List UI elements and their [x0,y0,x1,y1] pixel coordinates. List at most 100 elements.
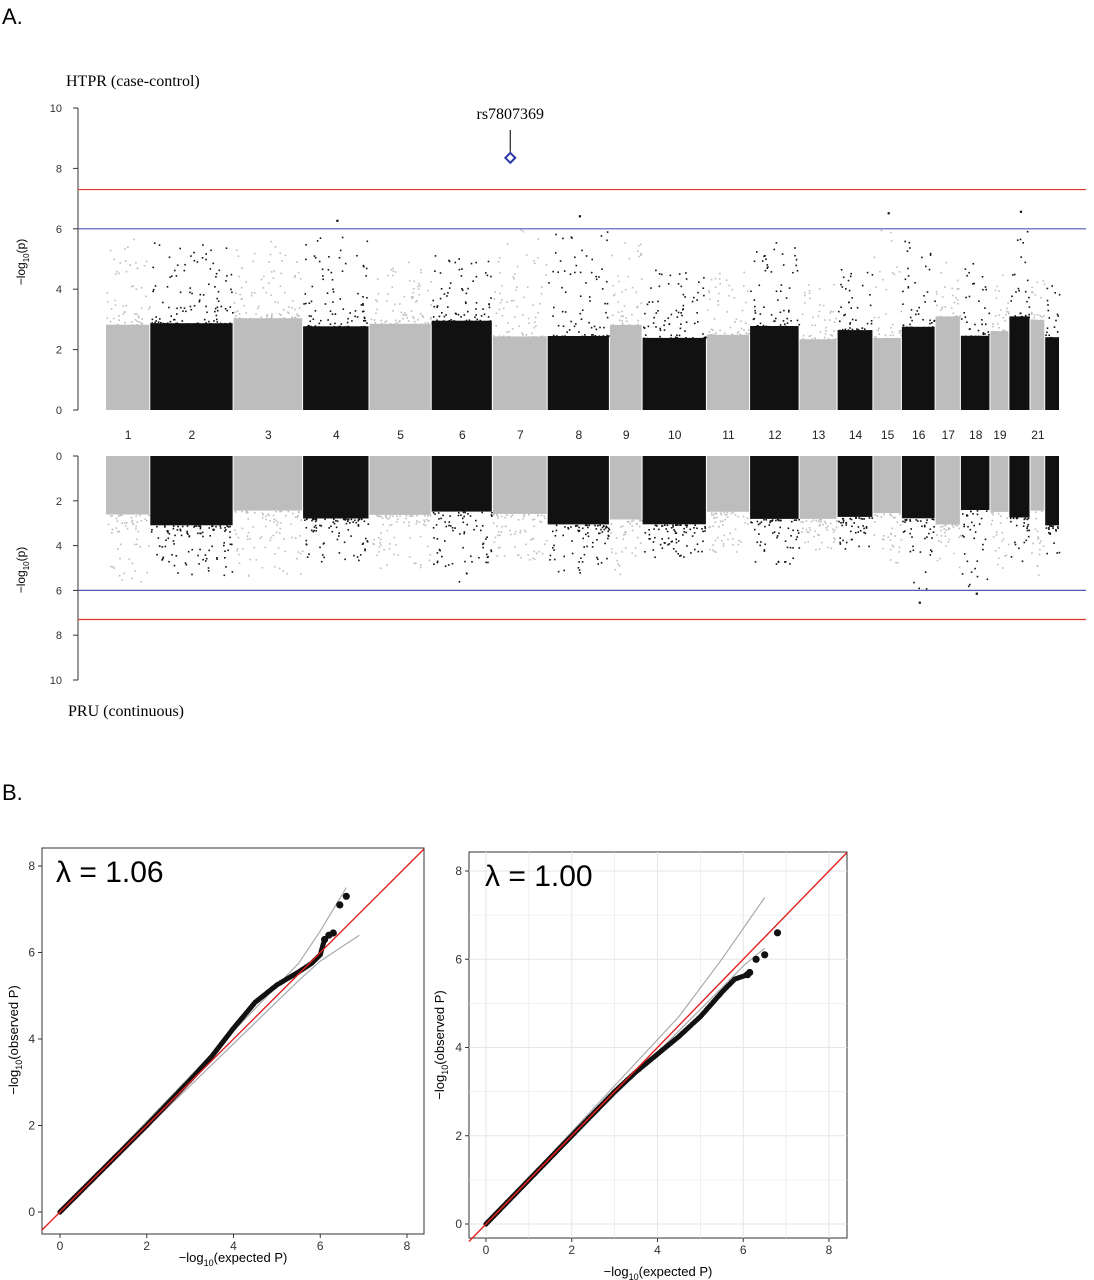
manhattan-point [310,529,313,532]
manhattan-point [344,558,346,561]
manhattan-point [112,317,115,320]
manhattan-point [719,282,721,285]
manhattan-point [587,526,589,529]
qq-xtick-label: 6 [317,1239,324,1253]
manhattan-point [1040,296,1042,299]
manhattan-point [206,311,208,314]
qq-ytick-label: 2 [28,1119,35,1133]
manhattan-point [347,529,349,531]
manhattan-point [487,316,490,318]
manhattan-point [226,525,228,527]
manhattan-point [273,518,276,520]
manhattan-point [318,326,320,328]
manhattan-point [458,258,460,260]
manhattan-point [438,320,440,323]
manhattan-point [535,325,537,327]
manhattan-point [415,323,417,326]
manhattan-point [900,334,903,337]
manhattan-point [344,262,347,265]
manhattan-chr-16-bottom-body [901,456,935,519]
manhattan-point [300,278,302,280]
manhattan-point [273,270,276,272]
manhattan-point [543,515,546,517]
manhattan-point [485,561,487,564]
manhattan-point [911,326,913,329]
manhattan-point [974,531,977,533]
manhattan-point [615,552,617,555]
manhattan-point [405,314,408,316]
manhattan-point [310,325,312,328]
manhattan-point [266,315,268,318]
manhattan-point [295,317,297,320]
manhattan-point [179,528,182,531]
manhattan-point [166,286,169,288]
manhattan-point [136,267,139,270]
manhattan-point [877,329,879,332]
manhattan-point [600,335,603,338]
manhattan-point [984,307,986,309]
manhattan-point [812,316,814,319]
manhattan-point [249,317,252,320]
manhattan-point [601,526,604,529]
manhattan-point [995,297,998,299]
manhattan-point [876,515,878,517]
manhattan-point [125,270,128,273]
manhattan-point [516,286,518,288]
manhattan-point [1053,326,1056,328]
manhattan-point [199,293,202,296]
manhattan-point [636,536,639,539]
manhattan-point [675,550,677,553]
manhattan-point [610,548,613,550]
manhattan-point [426,545,429,548]
manhattan-point [121,579,123,581]
manhattan-point [697,550,700,553]
manhattan-point [490,549,492,551]
manhattan-point [516,305,518,308]
manhattan-point [134,313,136,315]
manhattan-point [194,323,196,325]
manhattan-point [725,513,728,516]
manhattan-point [287,311,289,313]
manhattan-point [718,292,720,295]
manhattan-point [581,561,584,563]
manhattan-point [944,306,947,308]
manhattan-point [839,320,841,323]
manhattan-point [380,532,382,534]
manhattan-point [378,546,381,548]
manhattan-point [939,557,941,560]
manhattan-point [540,514,543,517]
manhattan-point [740,320,742,322]
qq-tail-point [773,929,782,937]
manhattan-point [996,285,998,288]
manhattan-point [402,317,404,320]
chromosome-label-3: 3 [265,428,272,442]
manhattan-point [128,558,130,561]
manhattan-point [775,242,778,244]
manhattan-point [176,313,178,315]
manhattan-point [301,550,304,552]
manhattan-point [618,280,620,283]
manhattan-point [631,552,633,554]
manhattan-point [359,554,362,556]
manhattan-point [1007,302,1009,304]
manhattan-point [423,519,425,521]
manhattan-point [373,543,375,545]
manhattan-point [649,538,651,540]
manhattan-point [475,302,478,304]
manhattan-point [124,324,127,327]
manhattan-point [338,535,340,537]
manhattan-point [925,588,928,590]
manhattan-point [947,528,950,531]
manhattan-point [1022,242,1024,244]
manhattan-point [712,549,714,552]
manhattan-point [318,260,321,263]
manhattan-point [935,290,938,293]
manhattan-point [842,519,845,522]
manhattan-point [670,334,672,337]
manhattan-point [181,525,184,528]
manhattan-point [271,313,273,315]
manhattan-point [1015,291,1017,293]
manhattan-point [328,256,330,258]
manhattan-point [833,529,836,531]
manhattan-point [569,273,572,275]
